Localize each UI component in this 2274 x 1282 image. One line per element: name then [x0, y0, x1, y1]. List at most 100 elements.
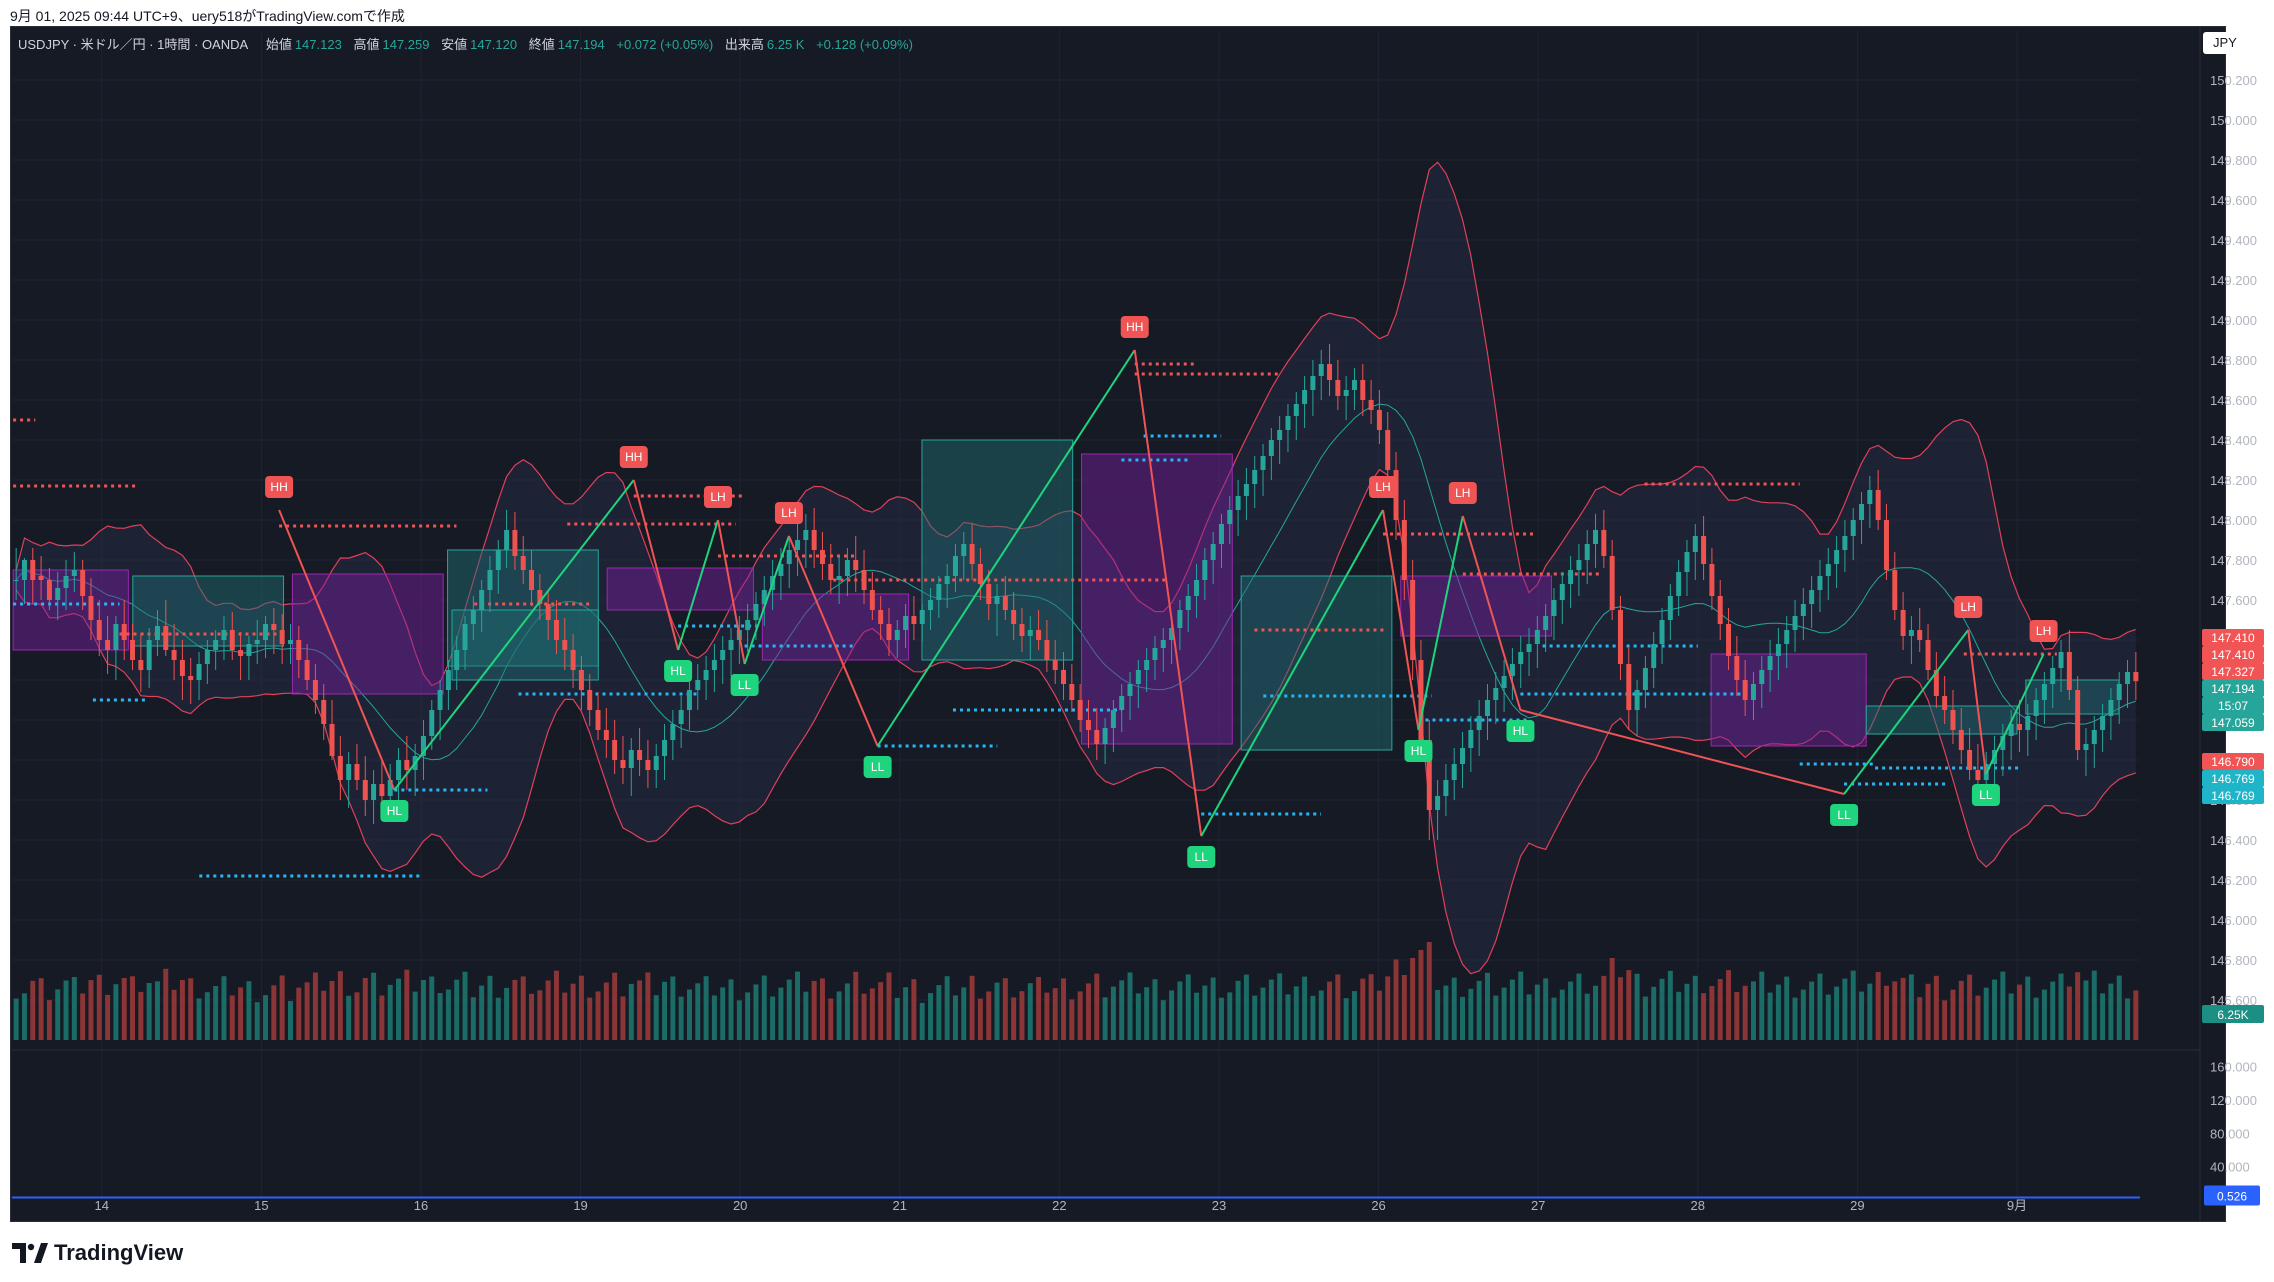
- volume-bar: [1609, 958, 1615, 1040]
- time-tick-label: 20: [733, 1198, 747, 1213]
- price-label-badge: [2202, 753, 2264, 770]
- volume-bar: [1160, 1000, 1166, 1040]
- volume-bar: [1958, 980, 1964, 1040]
- bull-box: [2025, 679, 2120, 715]
- tradingview-wordmark: TradingView: [54, 1240, 184, 1265]
- candle-body: [1360, 380, 1366, 400]
- candle-body: [1626, 664, 1632, 710]
- candle-body: [1526, 644, 1532, 652]
- currency-button[interactable]: JPY: [2203, 32, 2263, 54]
- candle-body: [1484, 700, 1490, 716]
- volume-bar: [1867, 983, 1873, 1040]
- candle-body: [1501, 676, 1507, 688]
- volume-bar: [445, 989, 451, 1040]
- volume-bar: [229, 995, 235, 1040]
- price-axis[interactable]: 150.200 150.000 149.800 149.600 149.400 149.2…: [2202, 73, 2264, 1023]
- price-tick-label: 145.600: [2210, 993, 2257, 1008]
- band-fill: [16, 162, 2136, 974]
- candle-body: [2058, 652, 2064, 668]
- volume-bar: [844, 983, 850, 1040]
- volume-bar: [803, 991, 809, 1040]
- candle-body: [1368, 400, 1374, 410]
- volume-bar: [603, 982, 609, 1040]
- volume-bar: [1784, 976, 1790, 1040]
- candle-body: [2125, 672, 2131, 684]
- symbol-title[interactable]: USDJPY · 米ドル／円 · 1時間 · OANDA: [18, 37, 249, 52]
- candle-body: [2066, 652, 2072, 690]
- volume-bar: [1410, 958, 1416, 1040]
- zigzag-segment: [677, 519, 719, 651]
- swing-label: LH: [1455, 486, 1470, 500]
- volume-bar: [154, 981, 160, 1040]
- candle-body: [1676, 572, 1682, 596]
- candle-body: [1701, 536, 1707, 564]
- volume-bar: [1975, 995, 1981, 1040]
- price-tick-label: 148.000: [2210, 513, 2257, 528]
- candle-body: [1460, 748, 1466, 764]
- price-tick-label: 148.400: [2210, 433, 2257, 448]
- price-tick-label: 146.200: [2210, 873, 2257, 888]
- tradingview-logo[interactable]: TradingView: [12, 1240, 183, 1266]
- candle-body: [1825, 564, 1831, 576]
- candle-body: [786, 550, 792, 564]
- volume-bar: [1659, 978, 1665, 1040]
- candle-body: [204, 650, 210, 664]
- volume-bar: [1518, 971, 1524, 1040]
- candlesticks: [13, 344, 2139, 840]
- candle-body: [1576, 560, 1582, 570]
- zigzag-segment: [717, 519, 746, 665]
- volume-bar: [80, 993, 86, 1040]
- volume-bar: [1335, 974, 1341, 1040]
- candle-body: [1742, 680, 1748, 700]
- time-axis[interactable]: 14 15 16 19 20 21 22 23 26 27 28 29 9月: [95, 1198, 2028, 1213]
- candle-body: [861, 570, 867, 590]
- candle-body: [1925, 640, 1931, 670]
- swing-high-badge: [704, 486, 733, 508]
- candle-body: [1518, 652, 1524, 664]
- candle-body: [1543, 616, 1549, 630]
- price-tick-label: 146.400: [2210, 833, 2257, 848]
- swing-label: HL: [387, 804, 403, 818]
- volume-bar: [387, 984, 393, 1040]
- volume-bar: [196, 998, 202, 1040]
- volume-bar: [1717, 979, 1723, 1040]
- candle-body: [903, 616, 909, 630]
- price-label: 147.410: [2211, 648, 2255, 662]
- volume-bar: [811, 981, 817, 1040]
- volume-bar: [545, 980, 551, 1040]
- tradingview-logo-icon: [12, 1243, 48, 1263]
- volume-bar: [1634, 973, 1640, 1040]
- candle-body: [246, 644, 252, 656]
- volume-bar: [1493, 995, 1499, 1040]
- volume-bar: [296, 987, 302, 1040]
- volume-bar: [944, 976, 950, 1040]
- volume-bar: [952, 995, 958, 1040]
- volume-bar: [1351, 991, 1357, 1040]
- volume-bar: [1393, 959, 1399, 1040]
- time-tick-label: 29: [1850, 1198, 1864, 1213]
- swing-label: HH: [625, 450, 642, 464]
- candle-body: [362, 780, 368, 800]
- volume-bar: [520, 976, 526, 1040]
- volume-change-value: +0.128 (+0.09%): [816, 37, 913, 52]
- volume-bar: [254, 1002, 260, 1040]
- candle-body: [238, 650, 244, 656]
- candle-body: [1401, 520, 1407, 580]
- price-tick-label: 148.200: [2210, 473, 2257, 488]
- volume-bar: [1526, 994, 1532, 1040]
- candle-body: [1152, 648, 1158, 660]
- candle-body: [130, 640, 136, 660]
- price-label-badge: [2202, 663, 2264, 680]
- volume-bar: [745, 992, 751, 1040]
- volume-bar: [1900, 977, 1906, 1040]
- bull-box: [1865, 705, 2018, 735]
- volume-bar: [470, 997, 476, 1040]
- candle-body: [1775, 644, 1781, 656]
- candle-body: [928, 600, 934, 610]
- candle-body: [21, 560, 27, 580]
- candle-body: [811, 530, 817, 550]
- chart-pane[interactable]: [10, 26, 2226, 1222]
- price-label: 147.059: [2211, 716, 2255, 730]
- volume-bar: [1684, 983, 1690, 1040]
